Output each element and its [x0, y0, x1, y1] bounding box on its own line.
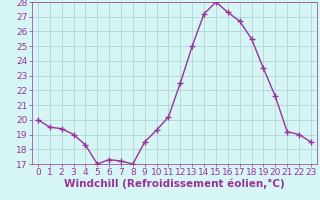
X-axis label: Windchill (Refroidissement éolien,°C): Windchill (Refroidissement éolien,°C) — [64, 179, 285, 189]
